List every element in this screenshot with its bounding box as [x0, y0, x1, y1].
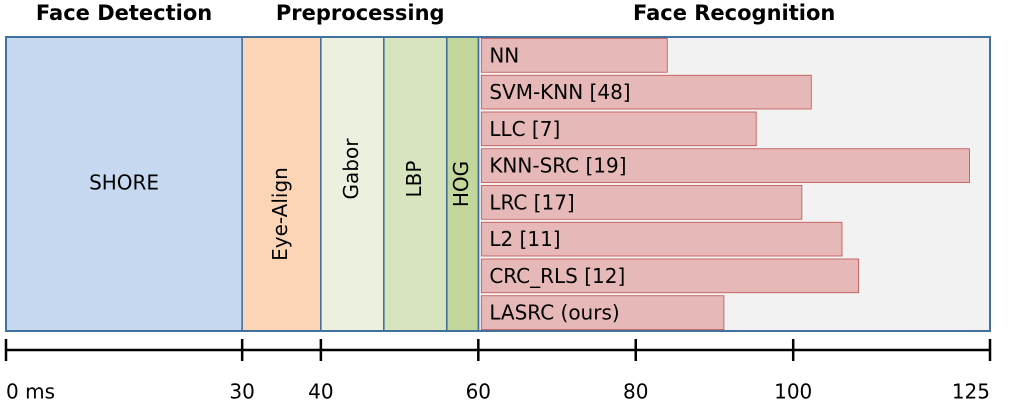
bar: [480, 295, 725, 330]
x-tick-label: 100: [774, 380, 812, 404]
frame: [5, 36, 991, 332]
stage: [5, 36, 243, 332]
stage: [320, 36, 385, 332]
bar-label: CRC_RLS [12]: [489, 264, 625, 288]
bar-label: SVM-KNN [48]: [489, 80, 630, 104]
bar-label: LRC [17]: [489, 190, 574, 214]
x-tick-label: 30: [229, 380, 254, 404]
bar-label: L2 [11]: [489, 227, 560, 251]
bar-label: NN: [489, 43, 519, 67]
x-tick-label: 80: [623, 380, 648, 404]
stage-label: SHORE: [89, 171, 159, 195]
x-tick-label: 125: [952, 380, 990, 404]
bar: [480, 221, 843, 257]
phase-header: Preprocessing: [276, 1, 445, 25]
phase-header: Face Detection: [36, 1, 212, 25]
stage-label: HOG: [449, 161, 473, 207]
bar-label: LASRC (ours): [489, 301, 619, 325]
bar: [480, 111, 757, 147]
x-tick-label: 40: [308, 380, 333, 404]
bar: [480, 148, 970, 183]
stage-label: Eye-Align: [268, 167, 292, 261]
x-tick-label: 0 ms: [6, 380, 55, 404]
bar: [480, 74, 812, 110]
bar-label: LLC [7]: [489, 117, 560, 141]
bar: [480, 38, 668, 73]
x-tick-label: 60: [466, 380, 491, 404]
phase-header: Face Recognition: [633, 1, 835, 25]
stage-label: LBP: [402, 161, 426, 198]
bar: [480, 185, 803, 220]
bar: [480, 258, 859, 294]
stage: [446, 36, 480, 332]
bar-label: KNN-SRC [19]: [489, 154, 626, 178]
stage-label: Gabor: [339, 138, 363, 200]
